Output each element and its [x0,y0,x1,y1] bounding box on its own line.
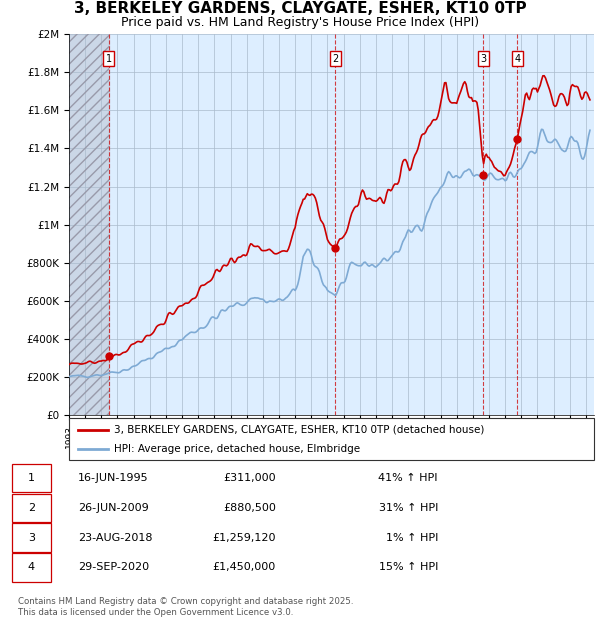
Bar [69,34,109,415]
Text: 4: 4 [514,54,520,64]
Text: 29-SEP-2020: 29-SEP-2020 [78,562,149,572]
Bar [69,34,109,415]
Text: £880,500: £880,500 [223,503,276,513]
Text: 3, BERKELEY GARDENS, CLAYGATE, ESHER, KT10 0TP (detached house): 3, BERKELEY GARDENS, CLAYGATE, ESHER, KT… [113,425,484,435]
Text: 16-JUN-1995: 16-JUN-1995 [78,473,149,483]
Text: 3: 3 [480,54,486,64]
Text: 1: 1 [106,54,112,64]
Text: 26-JUN-2009: 26-JUN-2009 [78,503,149,513]
Text: 1% ↑ HPI: 1% ↑ HPI [386,533,438,542]
Text: 31% ↑ HPI: 31% ↑ HPI [379,503,438,513]
Text: Contains HM Land Registry data © Crown copyright and database right 2025.
This d: Contains HM Land Registry data © Crown c… [18,598,353,617]
Text: 23-AUG-2018: 23-AUG-2018 [78,533,152,542]
Text: Price paid vs. HM Land Registry's House Price Index (HPI): Price paid vs. HM Land Registry's House … [121,16,479,29]
Text: £311,000: £311,000 [223,473,276,483]
Text: £1,259,120: £1,259,120 [212,533,276,542]
Text: HPI: Average price, detached house, Elmbridge: HPI: Average price, detached house, Elmb… [113,445,360,454]
Text: 4: 4 [28,562,35,572]
Text: 1: 1 [28,473,35,483]
Text: 3, BERKELEY GARDENS, CLAYGATE, ESHER, KT10 0TP: 3, BERKELEY GARDENS, CLAYGATE, ESHER, KT… [74,1,526,16]
Text: 3: 3 [28,533,35,542]
Text: 2: 2 [28,503,35,513]
Text: 2: 2 [332,54,338,64]
Text: £1,450,000: £1,450,000 [213,562,276,572]
Text: 15% ↑ HPI: 15% ↑ HPI [379,562,438,572]
Text: 41% ↑ HPI: 41% ↑ HPI [379,473,438,483]
